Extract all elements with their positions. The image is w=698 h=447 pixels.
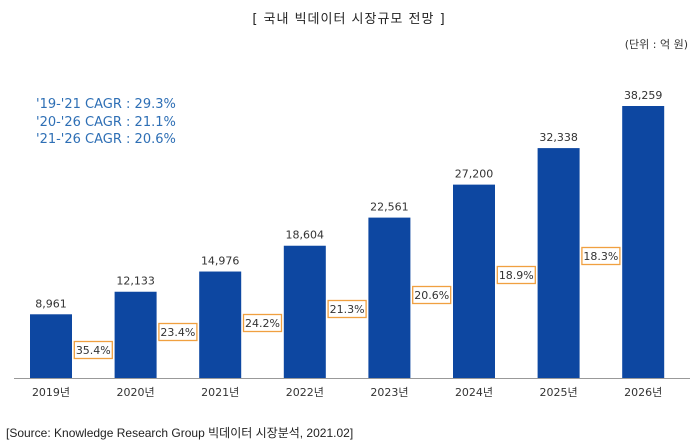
bar [453,184,495,378]
value-label: 32,338 [539,131,578,144]
source-note: [Source: Knowledge Research Group 빅데이터 시… [6,426,354,440]
x-tick-label: 2021년 [201,386,239,399]
bar [30,314,72,378]
growth-rate-label: 24.2% [245,317,280,330]
growth-rate-label: 18.9% [499,269,534,282]
value-label: 22,561 [370,201,409,214]
growth-rate-box [412,285,452,305]
bar [114,291,157,378]
x-tick-label: 2019년 [32,386,70,399]
x-tick-label: 2023년 [370,386,408,399]
growth-rate-box [327,299,367,319]
growth-rate-box [496,265,536,285]
cagr-line-3: '21-'26 CAGR : 20.6% [36,132,176,147]
growth-rate-label: 23.4% [160,326,195,339]
x-tick-label: 2022년 [286,386,324,399]
growth-rate-label: 18.3% [583,250,618,263]
bar [199,271,242,378]
cagr-line-2: '20-'26 CAGR : 21.1% [36,114,176,130]
value-label: 38,259 [624,89,663,102]
value-label: 18,604 [286,229,325,242]
cagr-line-1: '19-'21 CAGR : 29.3% [36,97,176,112]
x-tick-label: 2020년 [117,386,155,399]
bar [537,148,580,378]
value-label: 8,961 [35,297,67,310]
chart-title: [ 국내 빅데이터 시장규모 전망 ] [252,12,446,27]
bar [622,106,665,378]
bar [368,217,411,378]
growth-rate-label: 20.6% [414,289,449,302]
x-tick-label: 2025년 [540,386,578,399]
growth-rate-box [158,322,198,342]
bar [283,245,326,378]
value-label: 12,133 [116,275,155,288]
growth-rate-label: 35.4% [76,344,111,357]
value-label: 27,200 [455,168,494,181]
cagr-block: '19-'21 CAGR : 29.3% '20-'26 CAGR : 21.1… [36,96,176,149]
growth-rate-box [242,313,283,333]
x-tick-label: 2024년 [455,386,493,399]
value-label: 14,976 [201,255,240,268]
growth-rate-label: 21.3% [330,303,365,316]
growth-rate-box [581,246,621,266]
unit-label: (단위 : 억 원) [624,38,688,51]
growth-rate-box [73,340,113,360]
x-tick-label: 2026년 [624,386,662,399]
